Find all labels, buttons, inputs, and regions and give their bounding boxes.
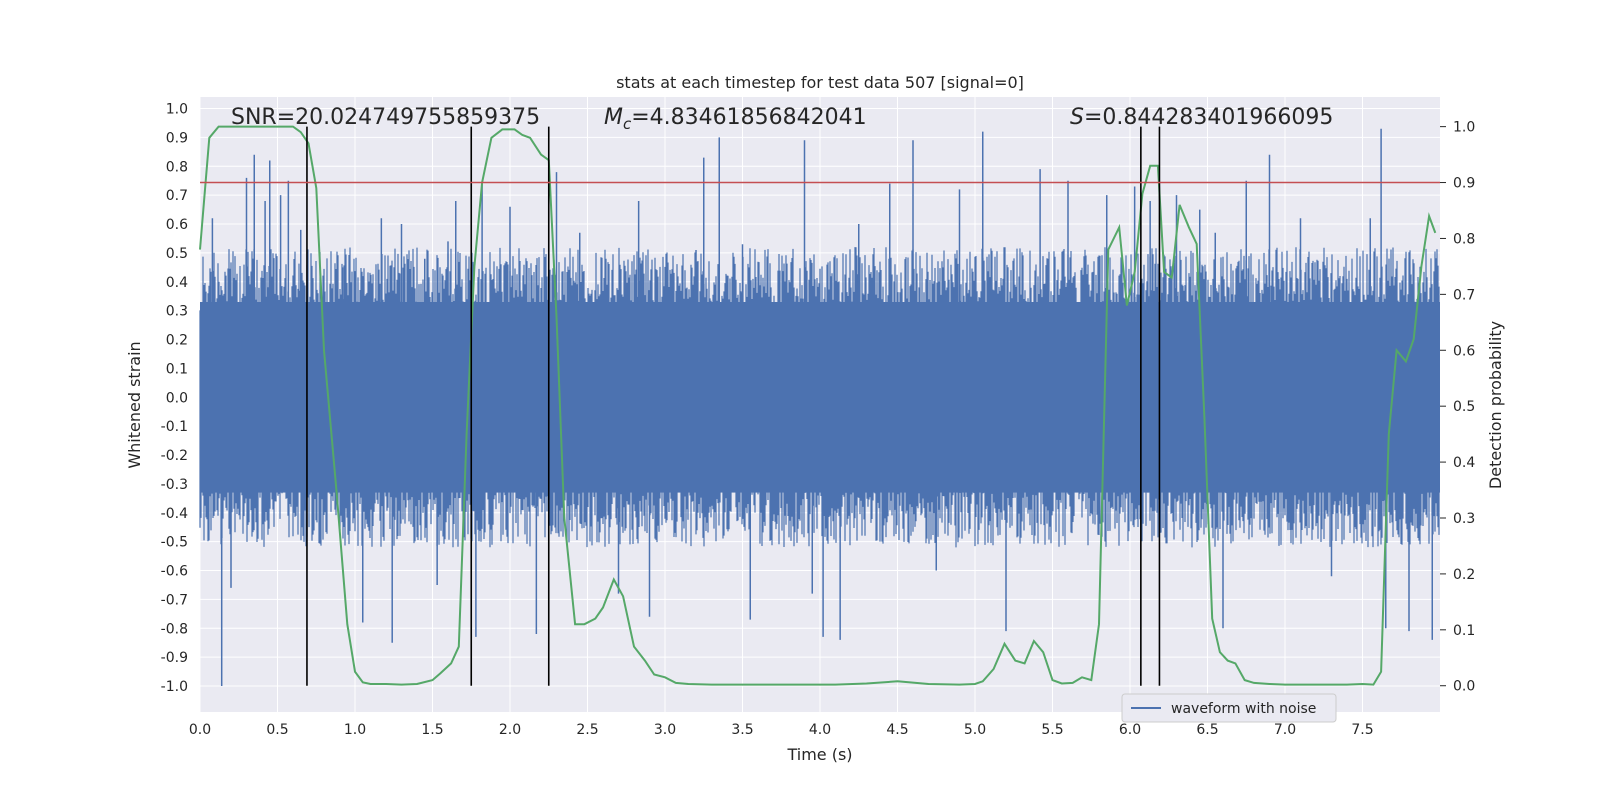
event-markers [306, 126, 1161, 686]
y2-tick-label: 1.0 [1453, 120, 1475, 136]
x-tick-label: 3.0 [654, 722, 676, 738]
y2-tick-label: 0.3 [1453, 511, 1475, 527]
y2-tick-label: 0.4 [1453, 455, 1475, 471]
y-tick-label: -0.6 [161, 564, 188, 580]
y2-tick-label: 0.0 [1453, 679, 1475, 695]
y-tick-label: 0.8 [166, 159, 188, 175]
x-tick-label: 6.5 [1196, 722, 1218, 738]
chart-title: stats at each timestep for test data 507… [616, 73, 1024, 92]
y-tick-label: 0.6 [166, 217, 188, 233]
waveform-series [199, 128, 1440, 687]
y2-axis-label: Detection probability [1486, 321, 1505, 489]
x-tick-label: 5.5 [1041, 722, 1063, 738]
y2-tick-label: 0.9 [1453, 176, 1475, 192]
y2-tick-label: 0.5 [1453, 399, 1475, 415]
x-tick-label: 7.0 [1274, 722, 1296, 738]
y-tick-label: -0.4 [161, 506, 188, 522]
y-tick-label: -0.9 [161, 650, 188, 666]
y-tick-label: -0.3 [161, 477, 188, 493]
y-tick-label: 0.3 [166, 304, 188, 320]
y2-tick-label: 0.6 [1453, 343, 1475, 359]
s-annotation: S=0.844283401966095 [1070, 105, 1333, 130]
legend-box [1121, 693, 1337, 723]
x-tick-label: 2.5 [576, 722, 598, 738]
y-tick-label: 0.4 [166, 275, 188, 291]
waveform-core-band [200, 302, 1440, 493]
chirp-mass-value: =4.83461856842041 [631, 105, 866, 130]
x-tick-labels: 0.0 0.5 1.0 1.5 2.0 2.5 3.0 3.5 4.0 4.5 5.0 5.5 6.0 6… [189, 722, 1374, 738]
probability-line [199, 125, 1437, 686]
x-axis-label: Time (s) [786, 745, 852, 764]
y-tick-label: -0.7 [161, 592, 188, 608]
y2-tick-labels: 1.0 0.9 0.8 0.7 0.6 0.5 0.4 0.3 0.2 0.1 0.0 [1440, 120, 1475, 695]
x-tick-label: 4.0 [809, 722, 831, 738]
chirp-mass-annotation: Mc=4.83461856842041 [604, 105, 867, 133]
y2-tick-label: 0.1 [1453, 623, 1475, 639]
y-tick-label: 0.7 [166, 188, 188, 204]
y-tick-label: 0.1 [166, 361, 188, 377]
y2-tick-label: 0.2 [1453, 567, 1475, 583]
probability-series [199, 125, 1437, 686]
y-tick-label: -0.1 [161, 419, 188, 435]
snr-annotation: SNR=20.024749755859375 [231, 105, 540, 130]
y-tick-label: 0.5 [166, 246, 188, 262]
x-tick-label: 3.5 [731, 722, 753, 738]
x-tick-label: 5.0 [964, 722, 986, 738]
y-tick-label: 0.0 [166, 390, 188, 406]
y2-tick-label: 0.7 [1453, 287, 1475, 303]
y2-tick-label: 0.8 [1453, 231, 1475, 247]
y-tick-labels: 1.0 0.9 0.8 0.7 0.6 0.5 0.4 0.3 0.2 0.1 0.0 -0.1 -0.… [161, 102, 188, 695]
x-tick-label: 0.0 [189, 722, 211, 738]
legend-entry-waveform: waveform with noise [1171, 701, 1316, 717]
x-tick-label: 4.5 [886, 722, 908, 738]
x-tick-label: 7.5 [1351, 722, 1373, 738]
chirp-mass-subscript: c [623, 115, 632, 133]
x-tick-label: 1.5 [421, 722, 443, 738]
x-tick-label: 6.0 [1119, 722, 1141, 738]
y-tick-label: -0.2 [161, 448, 188, 464]
y-tick-label: -0.5 [161, 535, 188, 551]
y-tick-label: 0.2 [166, 333, 188, 349]
s-symbol: S [1070, 105, 1084, 130]
y-axis-label: Whitened strain [125, 341, 144, 468]
y-tick-label: 0.9 [166, 130, 188, 146]
x-tick-label: 1.0 [344, 722, 366, 738]
legend: waveform with noise [1121, 693, 1337, 723]
x-tick-label: 2.0 [499, 722, 521, 738]
s-value: =0.844283401966095 [1084, 105, 1333, 130]
y-tick-label: -1.0 [161, 679, 188, 695]
y-tick-label: -0.8 [161, 621, 188, 637]
chirp-mass-symbol: M [604, 105, 623, 130]
x-tick-label: 0.5 [266, 722, 288, 738]
y-tick-label: 1.0 [166, 102, 188, 118]
